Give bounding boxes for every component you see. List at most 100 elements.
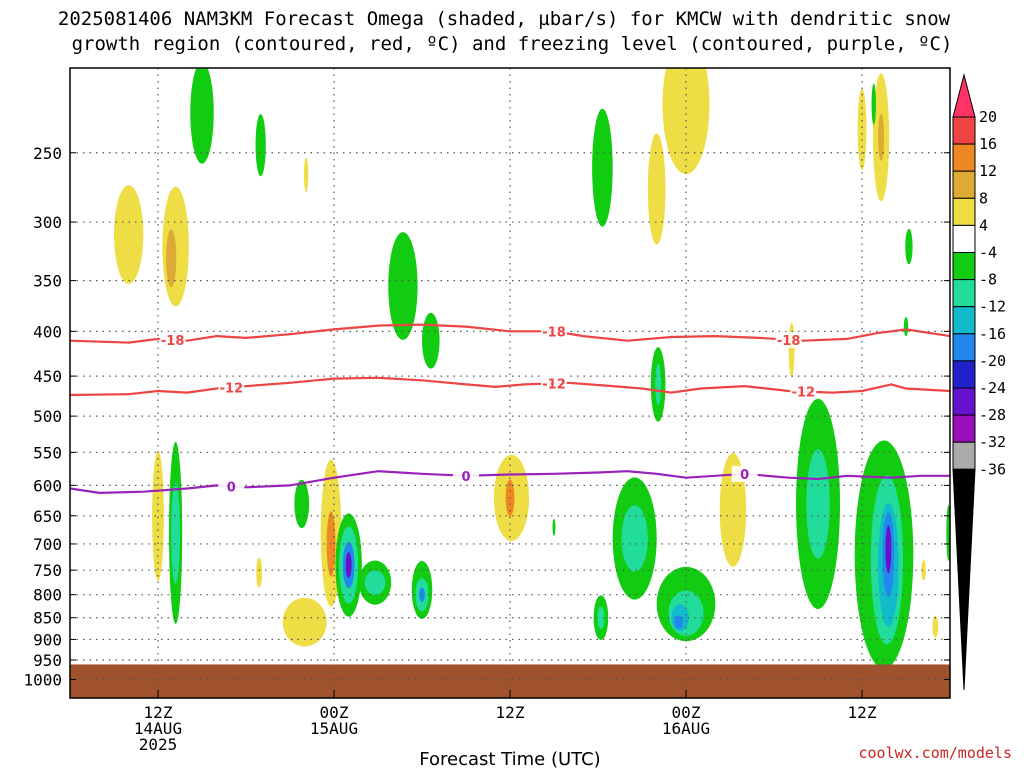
colorbar-swatch-3 (952, 170, 976, 199)
omega-region-1 (166, 229, 177, 288)
y-tick-label-450: 450 (33, 367, 62, 386)
omega-region-23 (256, 557, 263, 588)
omega-region-20 (152, 450, 164, 581)
colorbar-swatch-10 (952, 360, 976, 389)
contour-line--12 (70, 376, 950, 397)
colorbar-swatch-9 (952, 333, 976, 362)
contour-label-bg-2-1 (453, 467, 479, 484)
y-tick-label-1000: 1000 (23, 670, 62, 689)
omega-region-5 (303, 157, 309, 193)
y-tick-label-900: 900 (33, 630, 62, 649)
contour-label-bg-1-1 (541, 375, 567, 392)
contour-label-0-0: -18 (161, 334, 185, 349)
colorbar-label-7: -12 (979, 298, 1006, 316)
y-tick-label-800: 800 (33, 586, 62, 605)
x-tick-label-42-0: 00Z (672, 703, 701, 722)
omega-region-12 (857, 88, 867, 170)
omega-region-10 (647, 133, 666, 245)
omega-region-56 (921, 560, 926, 581)
colorbar-swatch-4 (952, 197, 976, 226)
y-tick-label-400: 400 (33, 322, 62, 341)
x-tick-label-42-1: 16AUG (662, 719, 710, 738)
y-tick-label-700: 700 (33, 535, 62, 554)
x-axis-label: Forecast Time (UTC) (419, 749, 600, 768)
omega-region-39 (552, 518, 556, 536)
contour-label-bg-0-2 (775, 331, 802, 348)
contour-label-0-2: -18 (777, 334, 801, 349)
contour-label-1-2: -12 (792, 386, 816, 401)
omega-region-17 (903, 316, 909, 337)
y-tick-label-950: 950 (33, 651, 62, 670)
chart-title-line2: growth region (contoured, red, ºC) and f… (72, 33, 953, 55)
colorbar-label-10: -24 (979, 379, 1006, 397)
omega-region-24 (282, 597, 327, 647)
colorbar-label-0: 20 (979, 108, 997, 126)
colorbar-swatch-1 (952, 116, 976, 145)
contour-label-1-0: -12 (220, 381, 244, 396)
x-tick-label-18-1: 15AUG (310, 719, 358, 738)
omega-region-43 (621, 505, 648, 572)
y-tick-label-250: 250 (33, 144, 62, 163)
omega-region-2 (114, 185, 144, 284)
contour-label-2-1: 0 (461, 470, 470, 485)
omega-region-14 (878, 113, 884, 162)
colorbar-label-12: -32 (979, 433, 1006, 451)
contour-label-bg-2-0 (218, 478, 245, 495)
omega-region-15 (871, 83, 876, 125)
x-tick-label-6-1: 14AUG (134, 719, 182, 738)
grid-lines (70, 68, 950, 698)
x-tick-label-6-2: 2025 (139, 735, 178, 754)
y-tick-label-600: 600 (33, 476, 62, 495)
contour-label-bg-0-0 (159, 331, 186, 348)
omega-region-8 (592, 108, 613, 227)
omega-region-55 (885, 525, 892, 574)
omega-region-19 (655, 363, 662, 406)
contour-label-0-1: -18 (542, 325, 566, 340)
colorbar-label-4: 4 (979, 216, 988, 234)
colorbar-label-5: -4 (979, 244, 997, 262)
colorbar-label-13: -36 (979, 460, 1006, 478)
colorbar-label-1: 16 (979, 135, 997, 153)
colorbar-label-11: -28 (979, 406, 1006, 424)
y-tick-label-550: 550 (33, 443, 62, 462)
colorbar-swatch-12 (952, 414, 976, 443)
y-tick-label-300: 300 (33, 213, 62, 232)
y-tick-label-750: 750 (33, 561, 62, 580)
omega-region-7 (422, 312, 440, 369)
omega-region-6 (388, 232, 418, 340)
colorbar-swatch-13 (952, 441, 976, 470)
omega-region-58 (946, 504, 950, 561)
omega-region-41 (597, 606, 605, 629)
omega-region-50 (806, 449, 830, 559)
colorbar-swatch-7 (952, 279, 976, 308)
omega-region-16 (905, 228, 913, 265)
contour-label-bg-1-0 (218, 379, 245, 396)
y-axis-ticks: 250 300 350 400 450 500 550 600 650 700 750 800 850 9… (23, 144, 950, 689)
contour-line--18 (70, 323, 950, 344)
colorbar-label-2: 12 (979, 162, 997, 180)
x-tick-label-54-0: 12Z (848, 703, 877, 722)
omega-region-31 (345, 552, 352, 578)
contour-label-2-0: 0 (227, 480, 236, 495)
y-tick-label-350: 350 (33, 272, 62, 291)
omega-region-33 (364, 570, 386, 595)
x-tick-label-6-0: 12Z (144, 703, 173, 722)
omega-region-3 (190, 68, 214, 164)
temperature-contours: -18 -18 -18 -12 -12 -12 0 0 0 (70, 323, 950, 495)
colorbar-label-6: -8 (979, 271, 997, 289)
colorbar-swatch-6 (952, 252, 976, 281)
contour-label-1-1: -12 (542, 377, 566, 392)
colorbar-label-8: -16 (979, 325, 1006, 343)
colorbar-label-3: 8 (979, 189, 988, 207)
contour-label-bg-2-2 (731, 465, 758, 482)
colorbar-swatch-5 (952, 224, 976, 253)
credit-text: coolwx.com/models (858, 744, 1012, 762)
colorbar-bottom-triangle (952, 468, 976, 691)
colorbar: 20 16 12 8 4 -4 -8 -12 -16 -20 -24 -28 -32 -36 (952, 73, 1006, 691)
y-tick-label-500: 500 (33, 407, 62, 426)
omega-shading (114, 68, 950, 669)
chart-title-line1: 2025081406 NAM3KM Forecast Omega (shaded… (58, 8, 951, 30)
omega-region-57 (932, 615, 939, 638)
x-tick-label-18-0: 00Z (320, 703, 349, 722)
